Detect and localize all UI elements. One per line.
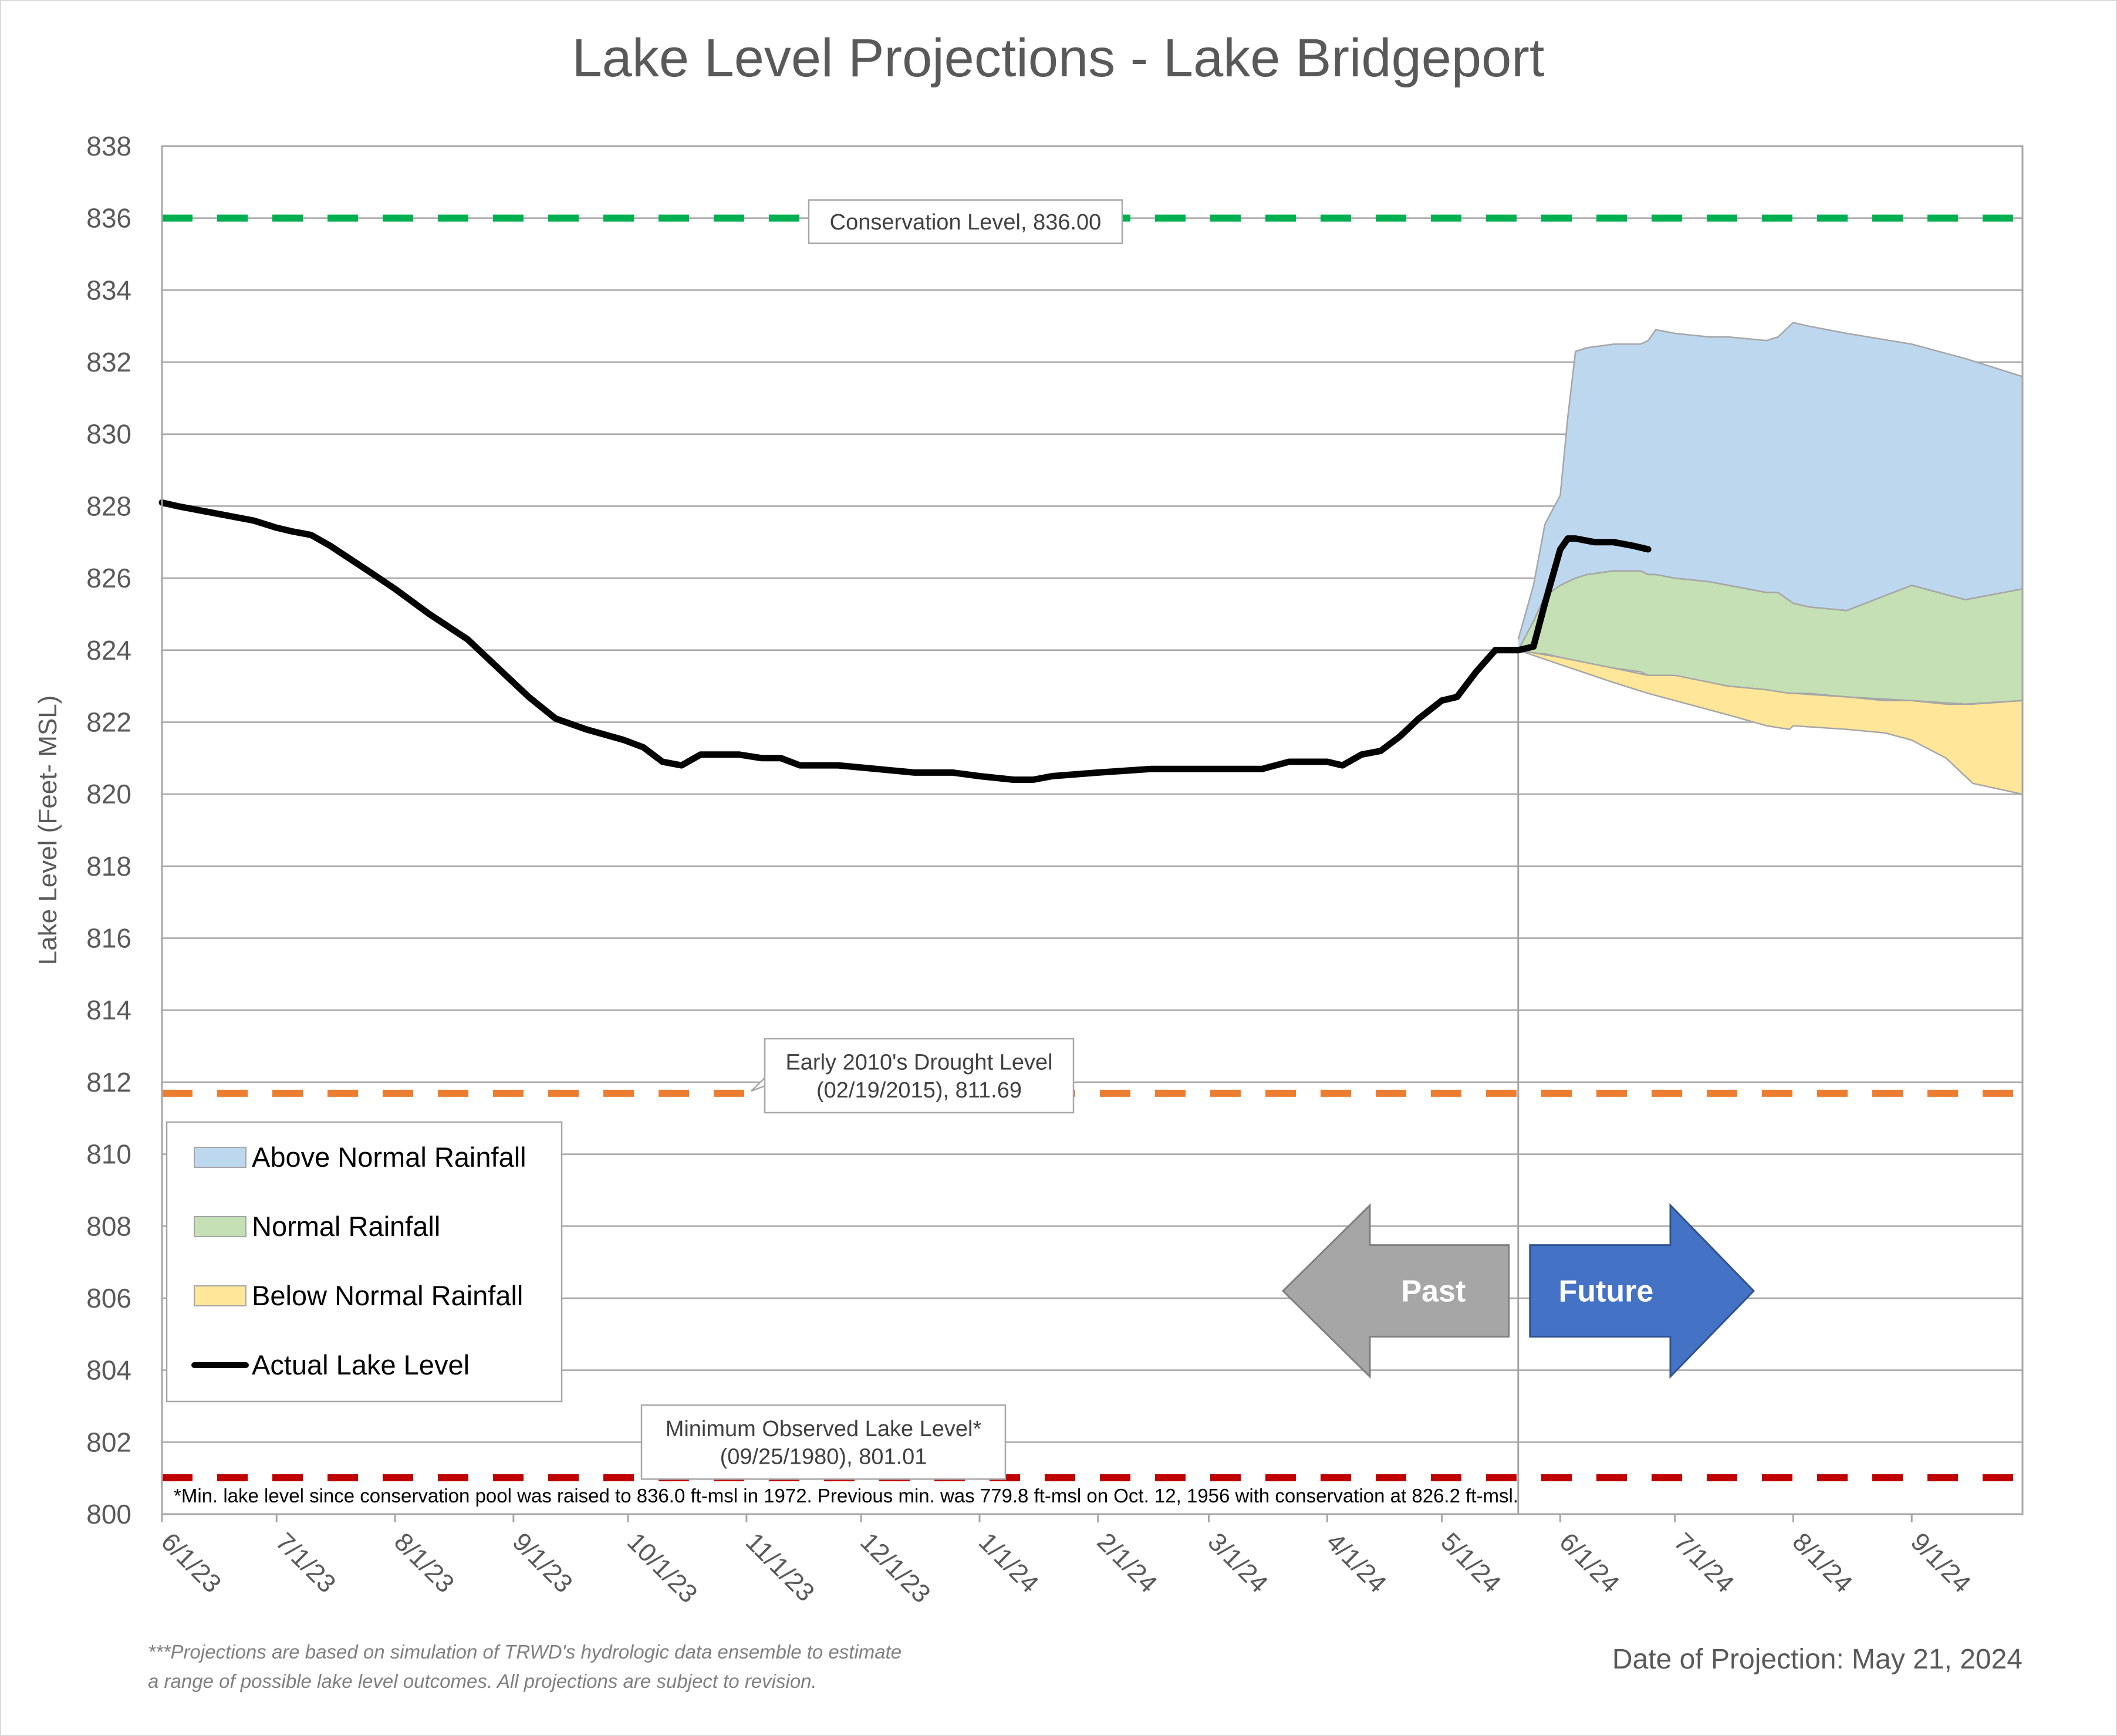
y-tick-label: 828: [86, 491, 131, 521]
drought-callout-text: Early 2010's Drought Level: [785, 1050, 1052, 1075]
area-edge-upper-0: [1517, 322, 2023, 640]
past-future-arrows: Past Future: [1281, 1203, 1755, 1379]
legend-label: Above Normal Rainfall: [252, 1141, 526, 1173]
y-tick-label: 832: [86, 347, 131, 377]
y-tick-label: 804: [86, 1355, 131, 1386]
future-arrow: [1529, 1203, 1755, 1379]
area-below-normal-rainfall: [1518, 650, 2023, 795]
date-of-projection: Date of Projection: May 21, 2024: [1612, 1644, 2023, 1675]
chart-title: Lake Level Projections - Lake Bridgeport: [572, 28, 1545, 88]
legend: Above Normal Rainfall Normal Rainfall Belo…: [166, 1121, 563, 1403]
legend-box: [166, 1121, 563, 1403]
y-tick-label: 830: [86, 419, 131, 450]
y-tick-label: 808: [86, 1211, 131, 1241]
actual-lake-level-line: [158, 499, 1652, 783]
projection-areas: [1517, 322, 2023, 795]
legend-label: Below Normal Rainfall: [252, 1280, 523, 1311]
y-tick-label: 800: [86, 1499, 131, 1529]
area-above-normal-rainfall: [1518, 322, 2023, 650]
minimum-callout-text: (09/25/1980), 801.01: [720, 1444, 927, 1469]
y-tick-label: 810: [86, 1139, 131, 1170]
conservation-callout-text: Conservation Level, 836.00: [830, 210, 1102, 235]
future-arrow-label: Future: [1559, 1275, 1654, 1309]
y-tick-label: 816: [86, 923, 131, 954]
legend-label: Normal Rainfall: [252, 1211, 440, 1242]
drought-callout-box: [764, 1038, 1075, 1114]
y-tick-label: 806: [86, 1283, 131, 1313]
y-tick-label: 812: [86, 1067, 131, 1097]
y-tick-label: 836: [86, 203, 131, 234]
y-tick-label: 814: [86, 995, 131, 1025]
y-tick-label: 834: [86, 275, 131, 305]
reference-lines: [162, 214, 2023, 1482]
past-arrow-label: Past: [1401, 1275, 1466, 1309]
minimum-callout-box: [640, 1404, 1007, 1480]
y-tick-label: 822: [86, 707, 131, 737]
legend-swatch: [194, 1147, 247, 1168]
plot-area-border: [161, 145, 2024, 1515]
y-tick-label: 818: [86, 851, 131, 881]
y-tick-label: 838: [86, 131, 131, 161]
legend-swatch: [194, 1285, 247, 1306]
area-normal-rainfall: [1518, 570, 2023, 704]
past-arrow: [1281, 1203, 1510, 1379]
area-edge-upper-2: [1518, 649, 2023, 705]
minimum-callout-text: Minimum Observed Lake Level*: [666, 1417, 982, 1441]
y-tick-label: 826: [86, 563, 131, 593]
legend-swatch: [194, 1216, 247, 1237]
area-edge-lower-2: [1518, 649, 2023, 795]
drought-callout-text: (02/19/2015), 811.69: [816, 1078, 1022, 1103]
y-tick-label: 820: [86, 779, 131, 809]
conservation-callout-box: [808, 199, 1123, 244]
reference-callouts: Conservation Level, 836.00 Early 2010's D…: [640, 199, 1123, 1480]
legend-label: Actual Lake Level: [252, 1349, 470, 1380]
area-edge-upper-1: [1517, 570, 2023, 651]
disclaimer-line-2: a range of possible lake level outcomes.…: [148, 1670, 817, 1692]
disclaimer-line-1: ***Projections are based on simulation o…: [148, 1641, 902, 1663]
min-level-footnote: *Min. lake level since conservation pool…: [174, 1485, 1518, 1507]
y-axis-label: Lake Level (Feet- MSL): [33, 695, 62, 965]
y-tick-label: 802: [86, 1427, 131, 1457]
y-tick-label: 824: [86, 635, 131, 666]
